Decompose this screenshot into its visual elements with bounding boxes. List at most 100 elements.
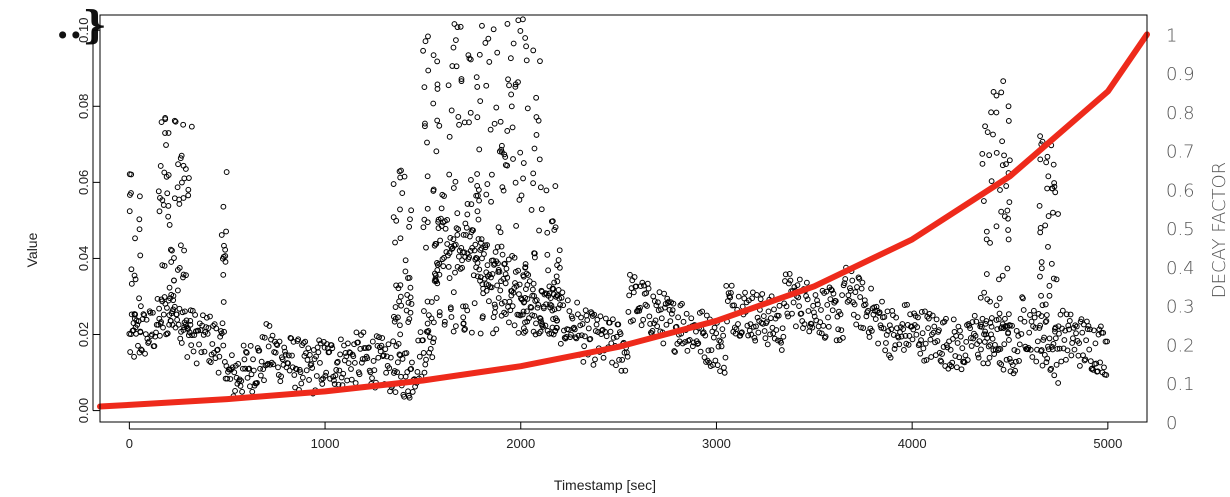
data-point [1038,265,1045,272]
data-point [164,330,171,337]
y-axis-label: Value [24,232,40,267]
data-point [333,367,340,373]
data-point [178,152,185,159]
data-point [999,162,1006,169]
data-point [544,327,551,334]
data-point [177,155,184,162]
data-point [637,304,643,311]
data-point [533,132,540,138]
data-point [684,347,691,354]
data-point [198,349,205,356]
data-point [708,347,715,354]
data-point [988,178,995,185]
data-point [266,323,273,329]
data-point [993,149,1000,156]
data-point [528,304,535,311]
data-point [462,303,469,310]
data-point [877,322,884,329]
data-point [491,309,498,316]
data-point [983,228,990,235]
data-point [187,317,194,324]
data-point [475,216,482,223]
data-point [441,321,448,328]
data-point [963,338,970,345]
data-point [796,276,803,283]
data-point [185,186,192,193]
decay-factor-line [97,31,1150,410]
data-point [772,315,779,322]
data-point [607,328,614,335]
data-point [308,361,315,367]
data-point [649,327,656,334]
data-point [143,316,150,323]
data-point [996,360,1003,366]
data-point [140,311,147,318]
data-point [317,340,324,347]
data-point [407,216,413,223]
data-point [420,47,426,54]
data-point [502,154,509,160]
data-point [383,369,390,376]
data-point [397,235,404,242]
data-point [998,89,1005,96]
data-point [399,190,406,196]
data-point [1038,313,1045,319]
data-point [555,305,562,312]
data-point [355,339,361,346]
data-point [472,241,479,248]
data-point [805,308,812,314]
data-point [735,293,742,300]
data-point [1005,103,1012,110]
data-point [530,170,537,177]
data-point [808,321,815,327]
data-point [1016,358,1022,364]
data-point [370,358,377,364]
data-point [436,122,443,129]
data-point [436,260,443,267]
data-point [902,333,909,339]
data-point [449,63,456,69]
data-point [331,377,337,384]
data-point [261,334,268,341]
data-point [642,301,649,308]
data-point [130,320,137,326]
data-point [498,300,505,307]
data-point [582,333,588,340]
data-point [762,335,769,342]
data-point [803,293,809,299]
data-point [551,227,558,233]
data-point [215,369,222,376]
data-point [745,332,752,339]
data-point [313,353,319,360]
data-point [572,334,579,341]
data-point [508,103,515,110]
data-point [515,17,522,24]
data-point [988,109,994,116]
data-point [500,187,507,194]
data-point [637,283,644,289]
data-point [643,290,650,296]
data-point [459,257,465,264]
data-point [462,220,469,227]
data-point [1046,282,1053,289]
data-point [440,219,446,226]
data-point [220,203,227,210]
data-point [483,191,490,198]
data-point [1021,318,1028,325]
data-point [434,58,441,65]
data-point [536,156,543,163]
data-point [721,369,728,376]
data-point [511,322,518,329]
data-point [488,284,495,291]
data-point [265,343,272,350]
data-point [981,289,988,296]
data-point [216,353,223,360]
data-point [1078,316,1085,323]
data-point [560,302,567,309]
data-point [391,318,398,325]
data-point [151,343,158,349]
y-tick-label: 0.02 [76,322,91,347]
data-point [593,321,600,328]
data-point [1038,292,1044,299]
data-point [414,369,421,375]
